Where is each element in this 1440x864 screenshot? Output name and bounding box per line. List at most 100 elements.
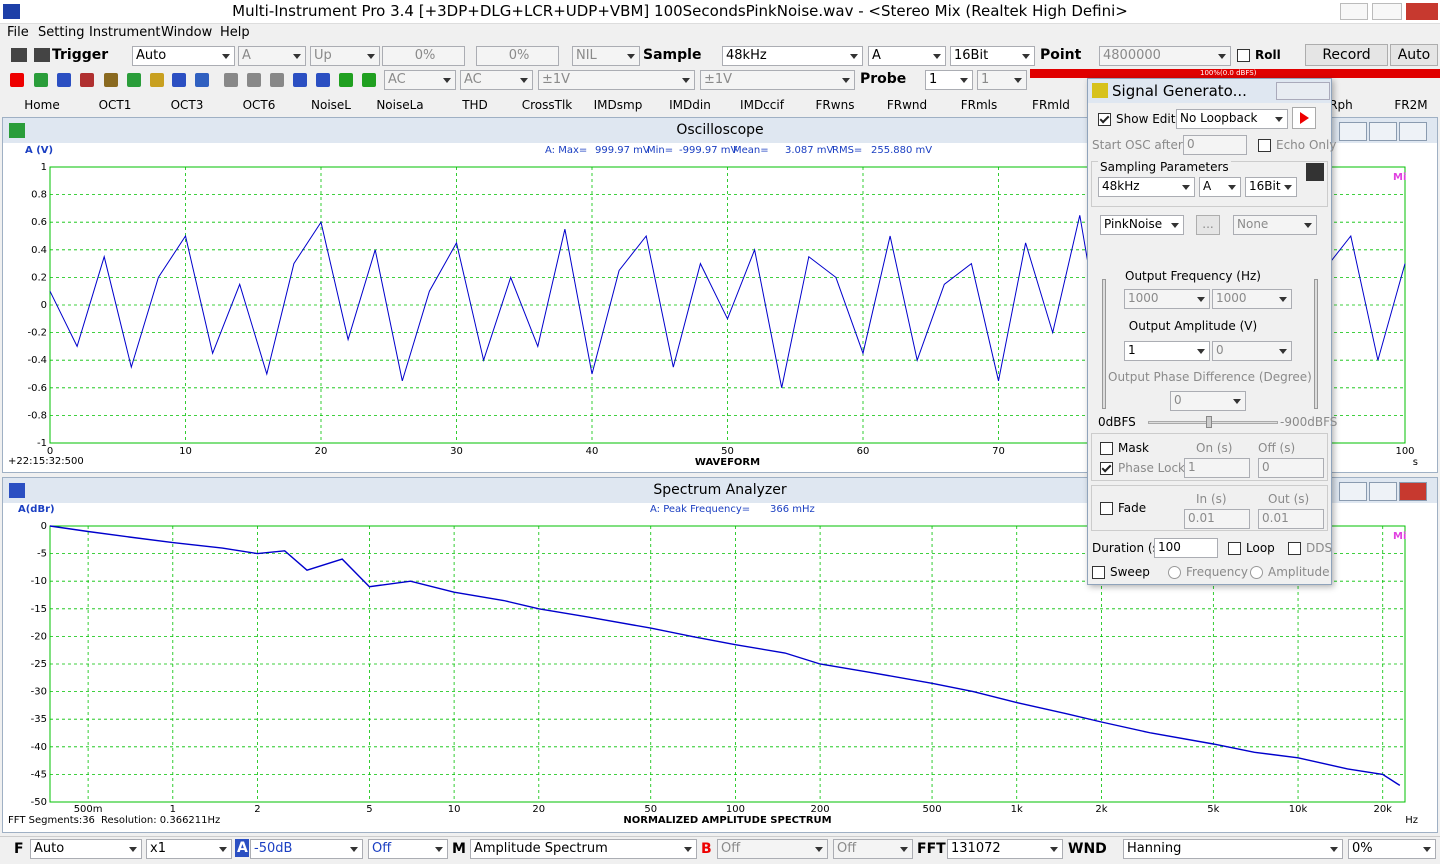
probe-b-select[interactable]: 1	[977, 70, 1027, 90]
tab[interactable]: IMDccif	[727, 96, 797, 114]
tab[interactable]: THD	[440, 96, 510, 114]
close-button[interactable]	[1399, 482, 1427, 501]
toolbar-icon	[104, 73, 118, 87]
probe-a-select[interactable]: 1	[925, 70, 973, 90]
tab[interactable]: FRmld	[1016, 96, 1086, 114]
amplitude-radio[interactable]: Amplitude	[1250, 564, 1330, 580]
minimize-button[interactable]	[1339, 482, 1367, 501]
second-waveform-select[interactable]: None	[1233, 215, 1317, 235]
show-editor-checkbox[interactable]: Show Editor	[1098, 111, 1188, 127]
off-input[interactable]: 0	[1258, 458, 1324, 478]
tab[interactable]: OCT1	[80, 96, 150, 114]
duration-label: Duration (s)	[1092, 540, 1164, 556]
a-mode-select[interactable]: Off	[368, 839, 448, 859]
tab[interactable]: CrossTlk	[512, 96, 582, 114]
slider-track[interactable]	[1102, 279, 1106, 409]
slider-thumb[interactable]	[1206, 416, 1212, 428]
restore-button[interactable]	[1372, 3, 1402, 20]
trigger-channel-select[interactable]: A	[238, 46, 306, 66]
sample-rate-select[interactable]: 48kHz	[1098, 177, 1195, 197]
duration-input[interactable]: 100	[1154, 538, 1218, 558]
coupling-b-select[interactable]: AC	[460, 70, 533, 90]
fade-out-input[interactable]: 0.01	[1258, 509, 1324, 529]
points-select[interactable]: 4800000	[1099, 46, 1231, 66]
channel-select[interactable]: A	[868, 46, 946, 66]
tab[interactable]: NoiseL	[296, 96, 366, 114]
b-mode2-select[interactable]: Off	[833, 839, 913, 859]
minimize-button[interactable]	[1340, 3, 1368, 20]
title-bar: Multi-Instrument Pro 3.4 [+3DP+DLG+LCR+U…	[0, 0, 1440, 24]
tab[interactable]: OCT3	[152, 96, 222, 114]
zoom-select[interactable]: x1	[146, 839, 232, 859]
range-a-select[interactable]: ±1V	[538, 70, 695, 90]
slider-track[interactable]	[1148, 421, 1278, 424]
tab[interactable]: FR2M	[1376, 96, 1440, 114]
tab[interactable]: FRwns	[800, 96, 870, 114]
fade-in-input[interactable]: 0.01	[1184, 509, 1250, 529]
sweep-checkbox[interactable]: Sweep	[1092, 564, 1150, 580]
toolbar-icon	[270, 73, 284, 87]
start-osc-input[interactable]: 0	[1183, 135, 1247, 155]
amplitude-a-select[interactable]: 1	[1124, 341, 1210, 361]
frequency-b-select[interactable]: 1000	[1212, 289, 1292, 309]
loopback-select[interactable]: No Loopback	[1176, 109, 1288, 129]
bits-select[interactable]: 16Bit	[950, 46, 1035, 66]
panel-title: Signal Generato...	[1112, 82, 1247, 100]
close-button[interactable]	[1399, 122, 1427, 141]
tab[interactable]: IMDdin	[655, 96, 725, 114]
dds-checkbox[interactable]: DDS	[1288, 540, 1332, 556]
b-mode-select[interactable]: Off	[717, 839, 828, 859]
window-select[interactable]: Hanning	[1123, 839, 1343, 859]
fade-checkbox[interactable]: Fade	[1100, 500, 1146, 516]
overlap-select[interactable]: 0%	[1348, 839, 1436, 859]
trigger-level-spin[interactable]: 0%	[382, 46, 465, 66]
tab[interactable]: Home	[7, 96, 77, 114]
tab[interactable]: IMDsmp	[583, 96, 653, 114]
phase-lock-checkbox[interactable]: Phase Lock	[1100, 460, 1185, 476]
nil-select[interactable]: NIL	[572, 46, 640, 66]
auto-button[interactable]: Auto	[1390, 44, 1438, 66]
m-mode-select[interactable]: Amplitude Spectrum	[470, 839, 697, 859]
more-button[interactable]: ...	[1196, 215, 1220, 235]
menu-item: Help	[220, 24, 250, 42]
phase-select[interactable]: 0	[1170, 391, 1246, 411]
trigger-mode-select[interactable]: Auto	[132, 46, 235, 66]
frequency-a-select[interactable]: 1000	[1124, 289, 1210, 309]
level-meter: 100%(0.0 dBFS)	[1030, 69, 1440, 78]
a-range-select[interactable]: -50dB	[250, 839, 363, 859]
channel-select[interactable]: A	[1199, 177, 1241, 197]
tab[interactable]: FRwnd	[872, 96, 942, 114]
mask-checkbox[interactable]: Mask	[1100, 440, 1149, 456]
echo-only-checkbox[interactable]: Echo Only	[1258, 137, 1336, 153]
tab[interactable]: OCT6	[224, 96, 294, 114]
fft-size-select[interactable]: 131072	[947, 839, 1063, 859]
f-mode-select[interactable]: Auto	[30, 839, 142, 859]
coupling-a-select[interactable]: AC	[384, 70, 456, 90]
loop-checkbox[interactable]: Loop	[1228, 540, 1275, 556]
toolbar-icon	[247, 73, 261, 87]
play-button[interactable]	[1292, 107, 1316, 129]
waveform-select[interactable]: PinkNoise	[1100, 215, 1184, 235]
sample-rate-select[interactable]: 48kHz	[722, 46, 863, 66]
minimize-button[interactable]	[1339, 122, 1367, 141]
roll-checkbox[interactable]: Roll	[1237, 47, 1281, 63]
tab[interactable]: NoiseLa	[365, 96, 435, 114]
slider-track[interactable]	[1314, 279, 1318, 409]
restore-button[interactable]	[1369, 482, 1397, 501]
close-button[interactable]	[1276, 82, 1330, 100]
toolbar-icon	[339, 73, 353, 87]
on-input[interactable]: 1	[1184, 458, 1250, 478]
frequency-radio[interactable]: Frequency	[1168, 564, 1248, 580]
tab[interactable]: FRmls	[944, 96, 1014, 114]
restore-button[interactable]	[1369, 122, 1397, 141]
save-icon[interactable]	[1306, 163, 1324, 181]
spectrum-icon	[9, 483, 25, 498]
range-b-select[interactable]: ±1V	[700, 70, 855, 90]
close-button[interactable]	[1406, 3, 1438, 20]
trigger-edge-select[interactable]: Up	[310, 46, 380, 66]
bits-select[interactable]: 16Bit	[1245, 177, 1297, 197]
amplitude-b-select[interactable]: 0	[1212, 341, 1292, 361]
record-button[interactable]: Record	[1305, 44, 1388, 66]
trigger-delay-spin[interactable]: 0%	[476, 46, 559, 66]
